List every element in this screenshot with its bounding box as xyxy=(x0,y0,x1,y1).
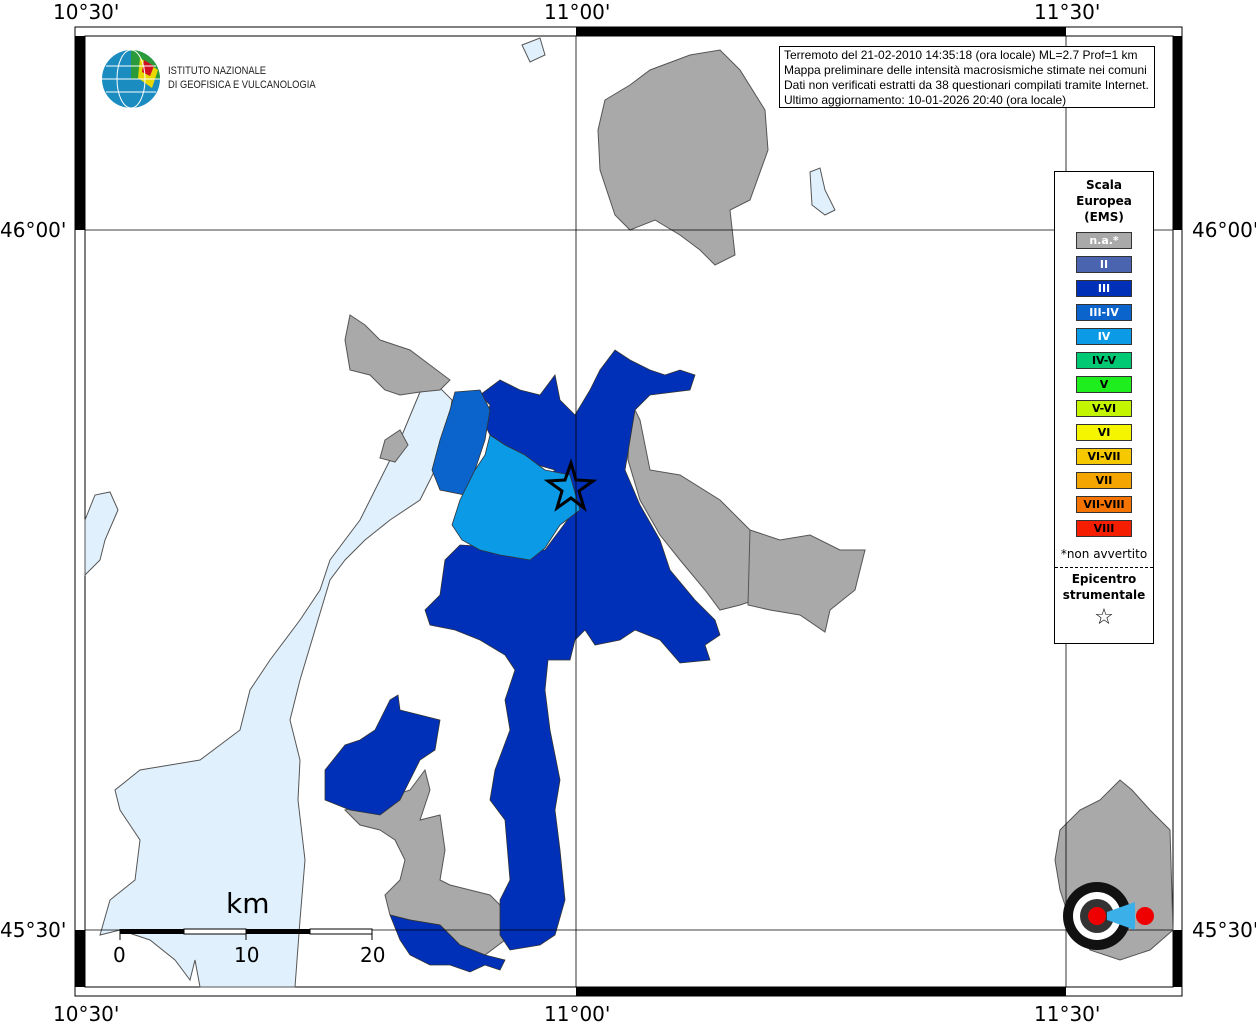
legend-swatch: VIII xyxy=(1076,520,1132,537)
star-outline-icon: ☆ xyxy=(1094,605,1114,630)
legend-swatch: n.a.* xyxy=(1076,232,1132,249)
axis-label-right: 46°00' xyxy=(1192,218,1256,242)
legend-swatch: IV-V xyxy=(1076,352,1132,369)
legend-note: *non avvertito xyxy=(1060,547,1148,561)
legend: Scala Europea (EMS) n.a.* II III III-IV IV IV-V… xyxy=(1054,171,1154,644)
scale-unit: km xyxy=(226,887,270,920)
legend-swatch: VII xyxy=(1076,472,1132,489)
watermark-logo xyxy=(1063,882,1154,950)
legend-swatch: II xyxy=(1076,256,1132,273)
info-line: Terremoto del 21-02-2010 14:35:18 (ora l… xyxy=(784,48,1138,62)
scale-tick: 20 xyxy=(360,943,386,967)
lake-east xyxy=(809,167,836,216)
logo-line1: ISTITUTO NAZIONALE xyxy=(168,65,267,77)
legend-swatch: III-IV xyxy=(1076,304,1132,321)
event-info-box: Terremoto del 21-02-2010 14:35:18 (ora l… xyxy=(779,46,1155,108)
epicenter-legend-title: Epicentro strumentale xyxy=(1062,572,1146,602)
axis-label-bottom: 11°30' xyxy=(1034,1002,1101,1026)
legend-swatch: V-VI xyxy=(1076,400,1132,417)
legend-swatch: V xyxy=(1076,376,1132,393)
logo-line2: DI GEOFISICA E VULCANOLOGIA xyxy=(168,79,316,91)
frame-bars xyxy=(75,27,1182,996)
info-line: Mappa preliminare delle intensità macros… xyxy=(784,63,1147,77)
legend-swatch: III xyxy=(1076,280,1132,297)
legend-swatch: IV xyxy=(1076,328,1132,345)
scale-bar xyxy=(119,928,373,940)
axis-label-bottom: 11°00' xyxy=(544,1002,611,1026)
axis-label-left: 46°00' xyxy=(0,218,67,242)
axis-label-right: 45°30' xyxy=(1192,918,1256,942)
region-intensity-IV xyxy=(451,434,581,561)
scale-tick: 0 xyxy=(113,943,126,967)
epicenter-star-icon xyxy=(543,458,598,513)
regions-intensity-III xyxy=(324,349,721,973)
lake-small-west xyxy=(84,491,119,577)
info-line: Ultimo aggiornamento: 10-01-2026 20:40 (… xyxy=(784,93,1067,107)
axis-label-top: 10°30' xyxy=(53,0,120,24)
info-line: Dati non verificati estratti da 38 quest… xyxy=(784,78,1149,92)
legend-swatch: VI-VII xyxy=(1076,448,1132,465)
lakes xyxy=(84,37,836,988)
globe-icon xyxy=(102,49,160,109)
lake-north xyxy=(521,37,546,63)
lake-garda xyxy=(99,387,453,988)
axis-label-top: 11°30' xyxy=(1034,0,1101,24)
axis-label-left: 45°30' xyxy=(0,918,67,942)
axis-label-bottom: 10°30' xyxy=(53,1002,120,1026)
legend-title: Scala Europea (EMS) xyxy=(1076,178,1132,224)
legend-swatch: VI xyxy=(1076,424,1132,441)
scale-tick: 10 xyxy=(234,943,260,967)
legend-swatch: VII-VIII xyxy=(1076,496,1132,513)
axis-label-top: 11°00' xyxy=(544,0,611,24)
